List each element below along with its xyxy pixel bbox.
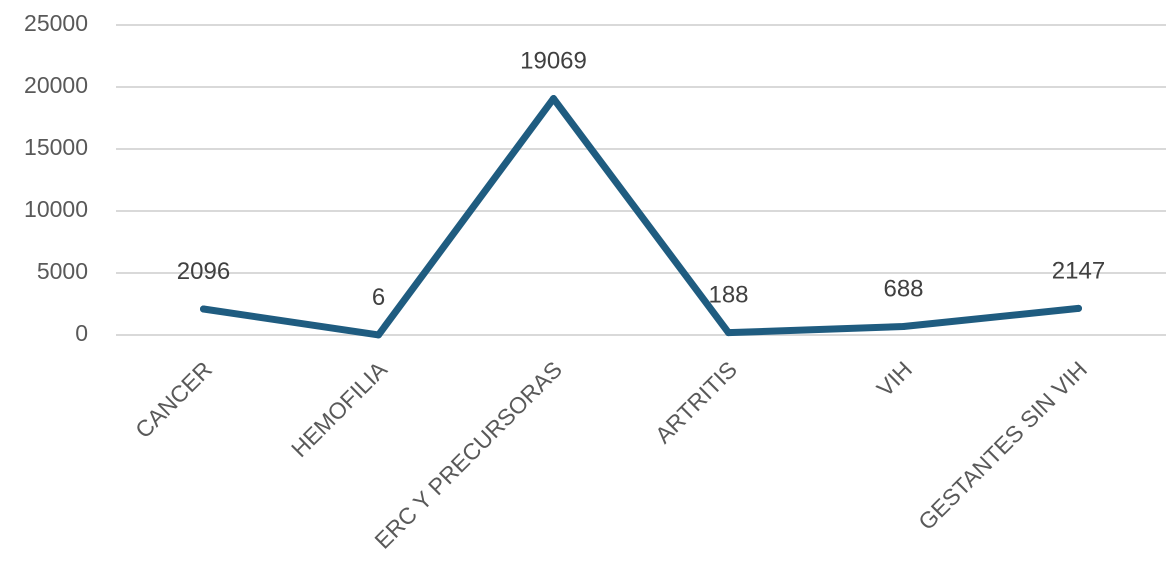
data-label-4: 688 <box>883 275 923 302</box>
data-point-4 <box>900 322 907 330</box>
data-label-2: 19069 <box>520 48 587 75</box>
x-tick-label-5: GESTANTES SIN VIH <box>913 356 1092 535</box>
data-point-2 <box>550 95 557 103</box>
y-tick-label-0: 0 <box>75 320 88 346</box>
data-label-1: 6 <box>372 284 385 311</box>
y-tick-label-4: 20000 <box>24 72 88 98</box>
data-label-5: 2147 <box>1052 257 1105 284</box>
data-label-3: 188 <box>708 282 748 309</box>
x-tick-label-2: ERC Y PRECURSORAS <box>369 356 567 554</box>
y-tick-label-1: 5000 <box>37 258 88 284</box>
y-tick-label-2: 10000 <box>24 196 88 222</box>
x-tick-label-3: ARTRITIS <box>650 356 742 448</box>
x-tick-label-1: HEMOFILIA <box>286 356 393 463</box>
series-group <box>200 95 1082 339</box>
data-point-0 <box>200 305 207 313</box>
y-tick-label-3: 15000 <box>24 134 88 160</box>
data-point-1 <box>375 331 382 339</box>
gridlines <box>116 24 1166 336</box>
data-labels: 2096 6 19069 188 688 2147 <box>177 48 1105 311</box>
x-tick-label-0: CANCER <box>130 356 217 443</box>
data-point-5 <box>1075 304 1082 312</box>
y-axis: 0 5000 10000 15000 20000 25000 <box>24 10 88 346</box>
series-line-0 <box>200 95 1082 339</box>
data-point-3 <box>725 329 732 337</box>
y-tick-label-5: 25000 <box>24 10 88 36</box>
data-label-0: 2096 <box>177 258 230 285</box>
x-tick-label-4: VIH <box>872 356 917 401</box>
